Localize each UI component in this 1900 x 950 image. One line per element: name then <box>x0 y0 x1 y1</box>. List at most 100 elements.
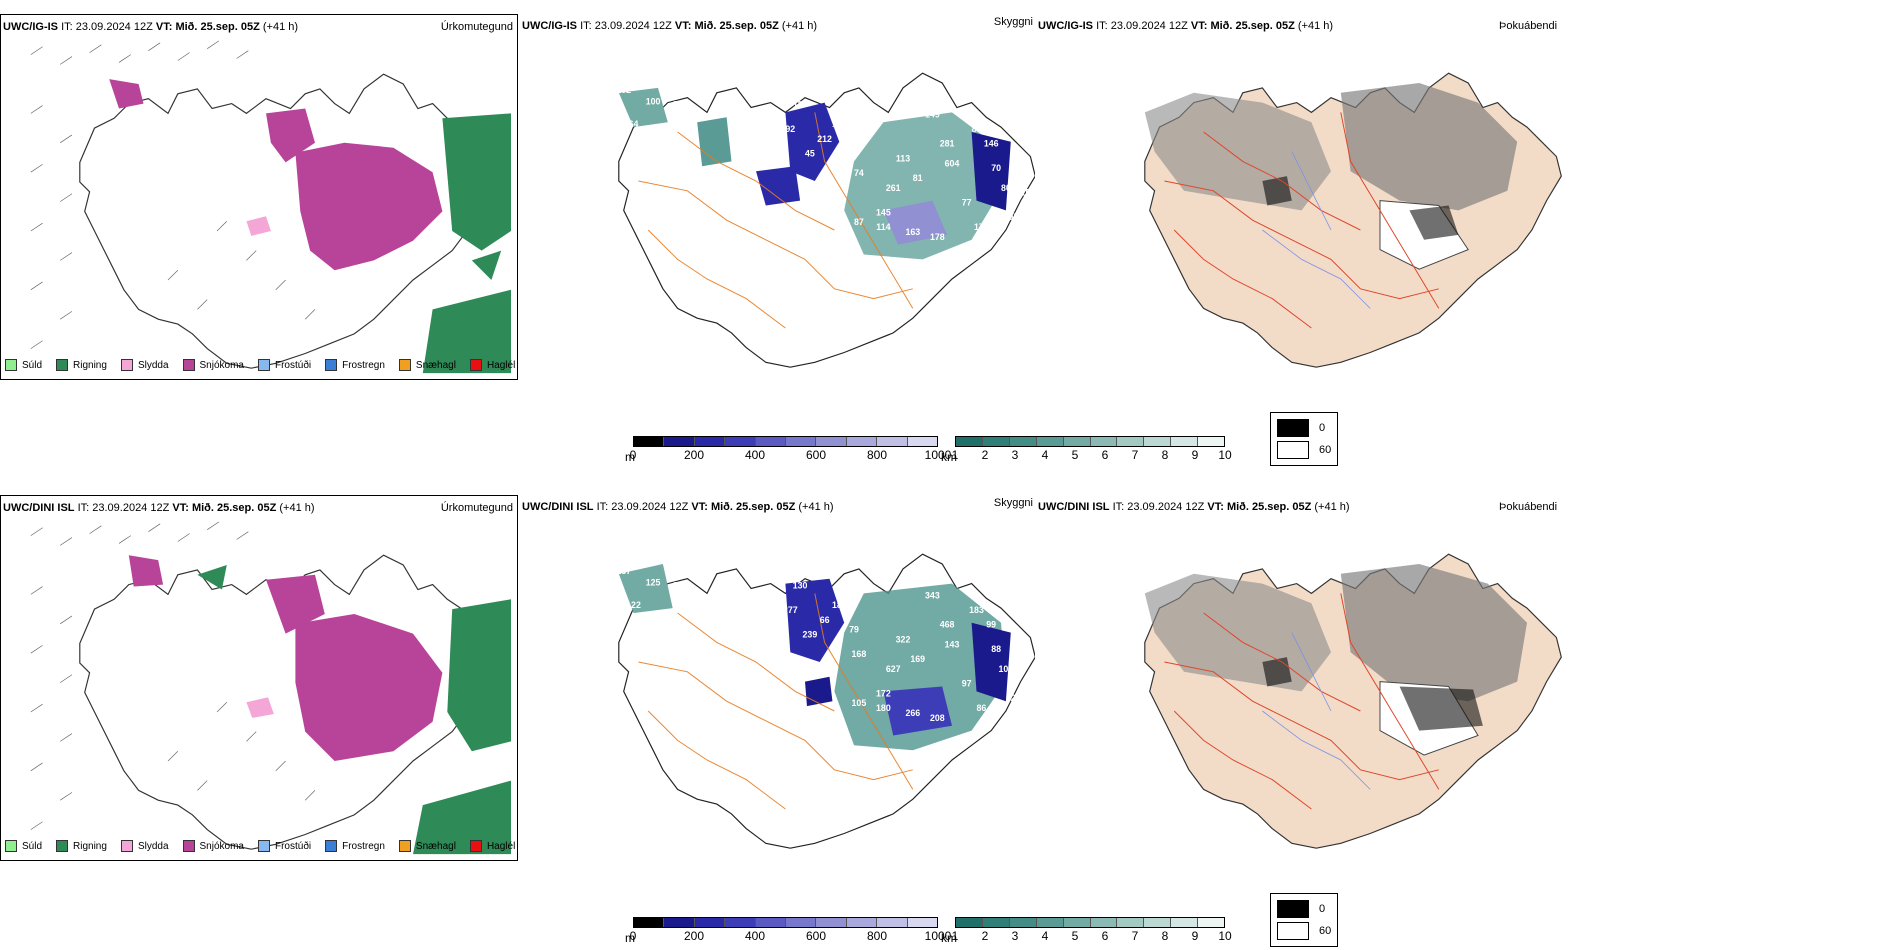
rain-area <box>447 599 511 752</box>
visibility-scale-row1: 1 2 3 4 5 6 7 8 9 10 km <box>941 436 1232 464</box>
cloudbase-value-label: 71 <box>702 232 712 242</box>
cloudbase-value-label: 92 <box>785 124 795 134</box>
cloudbase-value-label: 604 <box>945 158 960 168</box>
cloudbase-value-label: 68 <box>727 212 737 222</box>
cloudbase-value-label: 261 <box>886 183 901 193</box>
scale-tick: 8 <box>1161 448 1169 462</box>
cloudbase-area <box>971 132 1011 211</box>
cloudbase-value-label: 343 <box>925 590 940 600</box>
cloudbase-value-label: 178 <box>930 232 945 242</box>
cloudbase-area <box>756 166 801 206</box>
scale-swatch <box>1090 437 1118 446</box>
shade-title-row1: Þokuábendi <box>1499 20 1558 32</box>
scale-swatch <box>982 437 1010 446</box>
cloudbase-value-label: 99 <box>986 620 996 630</box>
precip-header-row1: UWC/IG-IS IT: 23.09.2024 12Z VT: Mið. 25… <box>3 21 299 33</box>
scale-swatch <box>725 437 756 446</box>
scale-swatch <box>664 918 695 927</box>
cloudbase-value-label: 172 <box>876 688 891 698</box>
cloudbase-value-label: 135 <box>690 664 705 674</box>
cloudbase-value-label: 74 <box>854 168 864 178</box>
cloud-title-row2: Skyggni <box>993 497 1033 509</box>
cloudbase-value-label: 36 <box>673 581 683 591</box>
cloudbase-value-label: 208 <box>930 713 945 723</box>
shade-header-row2: UWC/DINI ISL IT: 23.09.2024 12Z VT: Mið.… <box>1038 501 1350 513</box>
cloudbase-value-label: 102 <box>616 85 631 95</box>
precip-legend-row1: Súld Rigning Slydda Snjókoma Frostúði Fr… <box>5 359 515 371</box>
precip-panel-row2: UWC/DINI ISL IT: 23.09.2024 12Z VT: Mið.… <box>0 495 518 861</box>
cloudbase-value-label: 113 <box>896 153 910 163</box>
visibility-area <box>834 583 1006 751</box>
cloudbase-value-label: 468 <box>940 620 955 630</box>
scale-swatch <box>634 437 665 446</box>
cloudbase-value-label: 169 <box>910 654 925 664</box>
scale-swatch <box>725 918 756 927</box>
cloudbase-value-label: 207 <box>1003 212 1018 222</box>
scale-swatch <box>982 918 1010 927</box>
scale-tick: 800 <box>866 448 888 462</box>
sleet-area <box>246 697 274 718</box>
scale-tick: 8 <box>1161 929 1169 943</box>
scale-swatch <box>846 918 878 927</box>
scale-tick: 0 <box>629 448 637 462</box>
scale-tick: 0 <box>629 929 637 943</box>
cloudbase-value-label: 60 <box>717 669 727 679</box>
legend-item: Frostúði <box>257 359 311 371</box>
cloudbase-value-label: 70 <box>751 198 761 208</box>
scale-swatch <box>634 918 665 927</box>
cloudbase-value-label: 168 <box>852 649 867 659</box>
cloudbase-value-label: 149 <box>925 109 940 119</box>
scale-swatch <box>694 437 726 446</box>
scale-swatch <box>786 437 817 446</box>
cloudbase-value-label: 206 <box>660 163 675 173</box>
cloudbase-value-label: 110 <box>793 100 807 110</box>
fog-shade <box>1399 686 1483 731</box>
cloudbase-value-label: 88 <box>991 644 1001 654</box>
legend-item: Snjókoma <box>182 359 244 371</box>
legend-item: Frostregn <box>325 840 385 852</box>
rain-area <box>422 289 511 374</box>
fog-key-light: 60 <box>1277 920 1331 942</box>
precip-title-row1: Úrkomutegund <box>440 21 513 33</box>
scale-tick: 4 <box>1041 448 1049 462</box>
cloudbase-value-label: 125 <box>646 578 661 588</box>
cloudbase-value-label: 78 <box>751 679 761 689</box>
sleet-area <box>246 216 271 236</box>
cloudbase-value-label: 281 <box>940 139 955 149</box>
cloudbase-value-label: 101 <box>999 664 1014 674</box>
scale-swatch <box>755 437 787 446</box>
visibility-area <box>844 112 1001 260</box>
cloudbase-value-label: 24 <box>717 188 727 198</box>
scale-tick: 400 <box>744 448 766 462</box>
scale-swatch <box>1036 918 1064 927</box>
scale-swatch <box>694 918 726 927</box>
cloudbase-value-label: 322 <box>896 634 911 644</box>
cloudbase-value-label: 84 <box>638 144 648 154</box>
cloudbase-value-label: 81 <box>913 173 923 183</box>
scale-swatch <box>907 918 938 927</box>
cloudbase-value-label: 96 <box>800 664 810 674</box>
cloudbase-value-label: 627 <box>886 664 901 674</box>
fog-shade <box>1340 564 1527 702</box>
fog-scale-row1: 0 60 <box>1270 412 1339 466</box>
scale-swatch <box>1009 437 1037 446</box>
cloudbase-value-label: 138 <box>636 625 651 635</box>
snow-area <box>109 79 144 109</box>
cloudbase-value-label: 87 <box>673 100 683 110</box>
snow-area <box>128 555 164 587</box>
scale-tick: 9 <box>1191 929 1199 943</box>
scale-swatch <box>1117 918 1145 927</box>
cloudbase-value-label: 74 <box>673 698 683 708</box>
scale-swatch <box>956 918 983 927</box>
cloudbase-value-label: 122 <box>626 600 641 610</box>
precip-legend-row2: Súld Rigning Slydda Snjókoma Frostúði Fr… <box>5 840 515 852</box>
cloudbase-value-label: 159 <box>1013 153 1028 163</box>
scale-swatch <box>1117 437 1145 446</box>
legend-item: Haglél <box>469 359 515 371</box>
cloudbase-value-label: 137 <box>616 566 631 576</box>
scale-swatch <box>877 437 908 446</box>
cloudbase-scale-row2: 0 200 400 600 800 1000 m <box>625 917 951 945</box>
precip-header-row2: UWC/DINI ISL IT: 23.09.2024 12Z VT: Mið.… <box>3 502 315 514</box>
